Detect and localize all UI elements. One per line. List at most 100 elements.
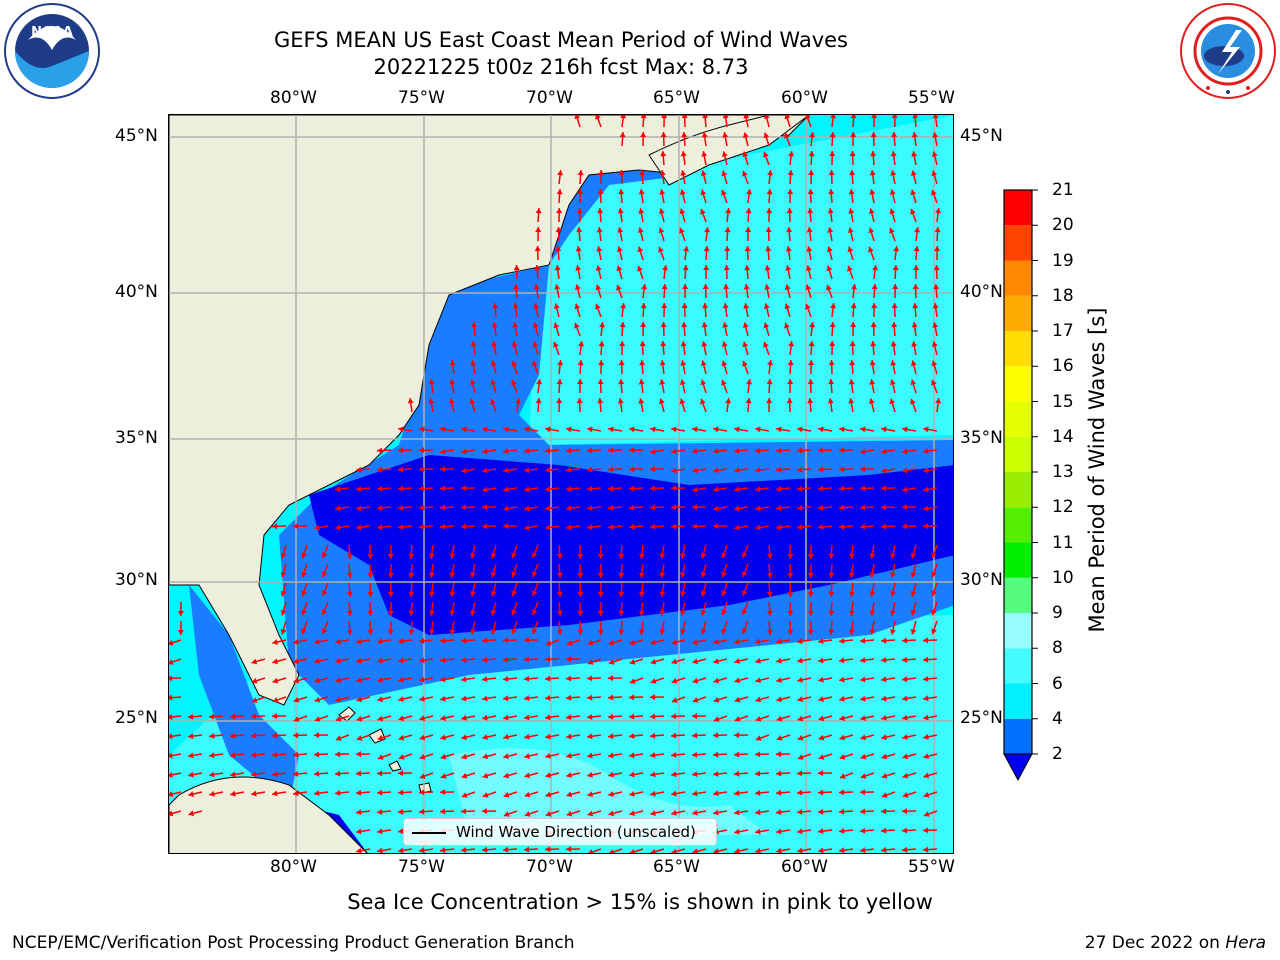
wave-direction-arrow [661,115,668,128]
nws-logo-icon [1178,2,1278,100]
wave-direction-arrow [881,714,896,721]
wave-direction-arrow [440,426,455,433]
wave-direction-arrow [555,226,562,242]
wave-direction-arrow [607,504,623,511]
wave-direction-arrow [807,563,814,579]
wave-direction-arrow [608,639,623,646]
wave-direction-arrow [860,715,875,721]
wave-direction-arrow [881,467,896,474]
wave-direction-arrow [470,360,477,375]
wave-direction-arrow [754,770,770,777]
wave-direction-arrow [377,638,392,645]
wave-direction-arrow [449,563,456,578]
wave-direction-arrow [398,638,413,645]
wave-direction-arrow [922,827,938,834]
wave-direction-arrow [679,398,686,413]
wave-direction-arrow [671,426,686,433]
wave-direction-arrow [533,303,540,318]
colorbar-bin [1004,542,1032,578]
wave-direction-arrow [763,341,770,356]
wave-direction-arrow [596,246,603,261]
wave-direction-arrow [649,732,665,739]
wave-direction-arrow [796,466,812,473]
wave-direction-arrow [755,426,770,433]
wave-direction-arrow [608,771,623,778]
wave-direction-arrow [797,657,812,664]
wave-direction-arrow [859,808,875,815]
wave-direction-arrow [418,485,434,492]
wave-direction-arrow [346,601,353,617]
wave-direction-arrow [891,115,898,128]
wave-direction-arrow [910,620,917,635]
wave-direction-arrow [470,544,476,559]
wave-direction-arrow [597,207,604,223]
wave-direction-arrow [893,246,900,261]
wave-direction-arrow [169,771,182,778]
wave-direction-arrow [356,505,371,512]
wave-direction-arrow [439,789,455,796]
wave-direction-arrow [566,426,581,433]
wave-direction-arrow [808,169,815,185]
wave-direction-arrow [805,115,812,128]
wave-direction-arrow [418,523,434,530]
wave-direction-arrow [251,677,266,684]
wave-direction-arrow [712,732,728,739]
wave-direction-arrow [745,397,752,413]
wave-direction-arrow [346,544,353,560]
wave-direction-arrow [890,170,897,185]
wave-direction-arrow [629,426,644,433]
wave-direction-arrow [586,485,602,492]
wave-direction-arrow [838,447,854,454]
wave-direction-arrow [524,467,539,474]
wave-direction-arrow [680,341,687,356]
wave-direction-arrow [659,620,666,635]
wave-direction-arrow [407,398,414,413]
wave-direction-arrow [848,208,855,223]
wave-direction-arrow [566,639,581,646]
wave-direction-arrow [376,447,392,454]
wave-direction-arrow [650,448,665,455]
wave-direction-arrow [766,397,773,413]
wave-direction-arrow [931,582,938,597]
wave-direction-arrow [923,695,938,702]
wave-direction-arrow [544,447,560,454]
wave-direction-arrow [681,302,688,318]
wave-direction-arrow [314,677,329,684]
wave-direction-arrow [662,265,669,280]
wave-direction-arrow [671,658,686,665]
wave-direction-arrow [776,809,791,816]
wave-direction-arrow [712,770,728,777]
wave-direction-arrow [922,523,938,530]
wave-direction-arrow [440,448,455,455]
wave-direction-arrow [910,379,917,394]
wave-direction-arrow [470,341,477,356]
wave-direction-arrow [734,638,749,645]
colorbar-tick-label: 9 [1052,603,1063,623]
lon-label-bottom-65w: 65°W [653,857,700,877]
wave-direction-arrow [531,601,539,616]
lon-label-top-80w: 80°W [270,88,317,108]
wave-direction-arrow [556,582,563,598]
wave-direction-arrow [460,656,476,663]
wave-direction-arrow [827,208,834,223]
wave-direction-arrow [532,341,539,356]
wave-direction-arrow [619,340,626,356]
wave-direction-arrow [566,791,581,798]
wave-direction-arrow [880,504,896,511]
wave-direction-arrow [681,131,688,147]
wave-direction-arrow [788,341,795,356]
wave-direction-arrow [597,378,604,394]
wave-direction-arrow [169,694,182,701]
wave-direction-arrow [902,734,917,740]
wave-direction-arrow [910,544,917,559]
wave-direction-arrow [512,303,519,318]
wave-direction-arrow [387,601,394,617]
wave-direction-arrow [901,808,917,815]
wave-direction-arrow [713,486,728,493]
wave-direction-arrow [292,523,308,530]
wave-direction-arrow [797,828,812,835]
wave-direction-arrow [700,170,707,185]
wave-direction-arrow [922,675,938,682]
wave-direction-arrow [587,752,602,759]
colorbar-tick-label: 17 [1052,321,1074,341]
